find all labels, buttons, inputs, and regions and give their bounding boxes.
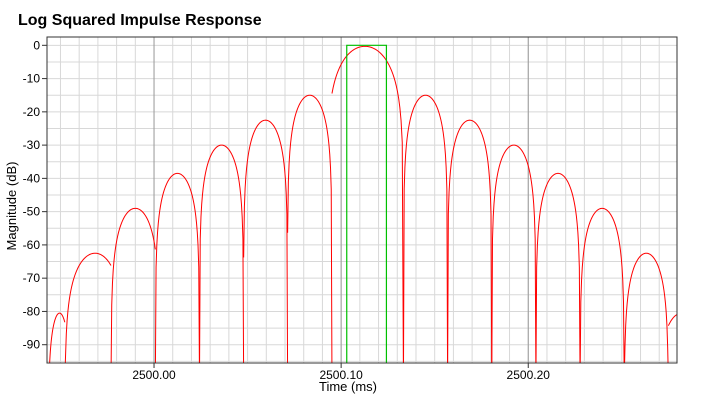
x-tick-label: 2500.00: [132, 368, 176, 382]
response-lobe: [199, 144, 245, 363]
response-lobe: [287, 94, 333, 363]
x-axis-ticks: 2500.00 2500.10 2500.20: [132, 363, 550, 382]
response-lobe: [491, 144, 537, 363]
response-lobe: [331, 45, 404, 363]
y-axis-label: Magnitude (dB): [4, 162, 19, 251]
x-axis-label: Time (ms): [319, 379, 377, 394]
response-lobe: [535, 172, 581, 363]
plot-frame: [46, 36, 678, 364]
y-tick-label: -70: [23, 271, 41, 285]
y-axis-ticks: 0 -10 -20 -30 -40 -50 -60 -70 -80 -90: [23, 38, 47, 352]
y-tick-label: -30: [23, 138, 41, 152]
response-lobe: [64, 252, 112, 363]
x-tick-label: 2500.20: [507, 368, 551, 382]
x-tick-label: 2500.10: [319, 368, 363, 382]
plot-series: [49, 44, 677, 363]
response-lobe: [624, 252, 669, 363]
y-tick-label: -60: [23, 238, 41, 252]
response-lobe: [667, 313, 677, 326]
response-lobe: [403, 94, 449, 363]
chart-title: Log Squared Impulse Response: [18, 12, 262, 29]
minor-grid: [47, 37, 677, 363]
y-tick-label: -40: [23, 171, 41, 185]
response-lobe: [110, 207, 156, 363]
y-tick-label: -50: [23, 205, 41, 219]
response-lobe: [243, 119, 289, 363]
y-tick-label: -10: [23, 72, 41, 86]
y-tick-label: -20: [23, 105, 41, 119]
response-lobe: [579, 207, 625, 363]
window-marker: [346, 44, 388, 363]
y-tick-label: 0: [33, 38, 40, 52]
y-tick-label: -90: [23, 338, 41, 352]
response-lobe: [154, 172, 200, 363]
response-lobe: [447, 119, 493, 363]
y-tick-label: -80: [23, 304, 41, 318]
major-grid: [153, 37, 529, 363]
response-lobe: [49, 312, 66, 363]
